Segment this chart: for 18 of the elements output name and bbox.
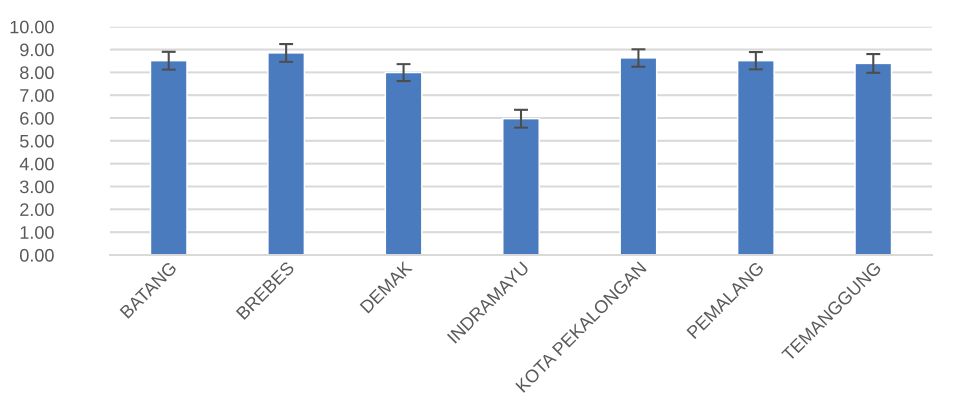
bar <box>267 52 306 255</box>
bar <box>854 62 892 255</box>
y-tick-label: 1.00 <box>20 226 54 239</box>
y-tick-label: 2.00 <box>20 203 54 216</box>
bar <box>736 60 775 255</box>
y-tick-label: 8.00 <box>20 66 54 80</box>
bar <box>502 118 540 255</box>
y-tick-label: 0.00 <box>20 248 54 262</box>
y-tick-label: 7.00 <box>20 89 54 102</box>
y-tick-label: 4.00 <box>20 158 54 170</box>
y-tick-label: 6.00 <box>20 112 54 125</box>
bar <box>150 60 188 255</box>
y-tick-label: 10.00 <box>10 20 54 34</box>
y-tick-label: 5.00 <box>20 134 54 148</box>
bar <box>620 57 658 255</box>
y-tick-label: 9.00 <box>20 43 54 56</box>
bar <box>384 72 422 255</box>
y-tick-label: 3.00 <box>20 180 54 194</box>
